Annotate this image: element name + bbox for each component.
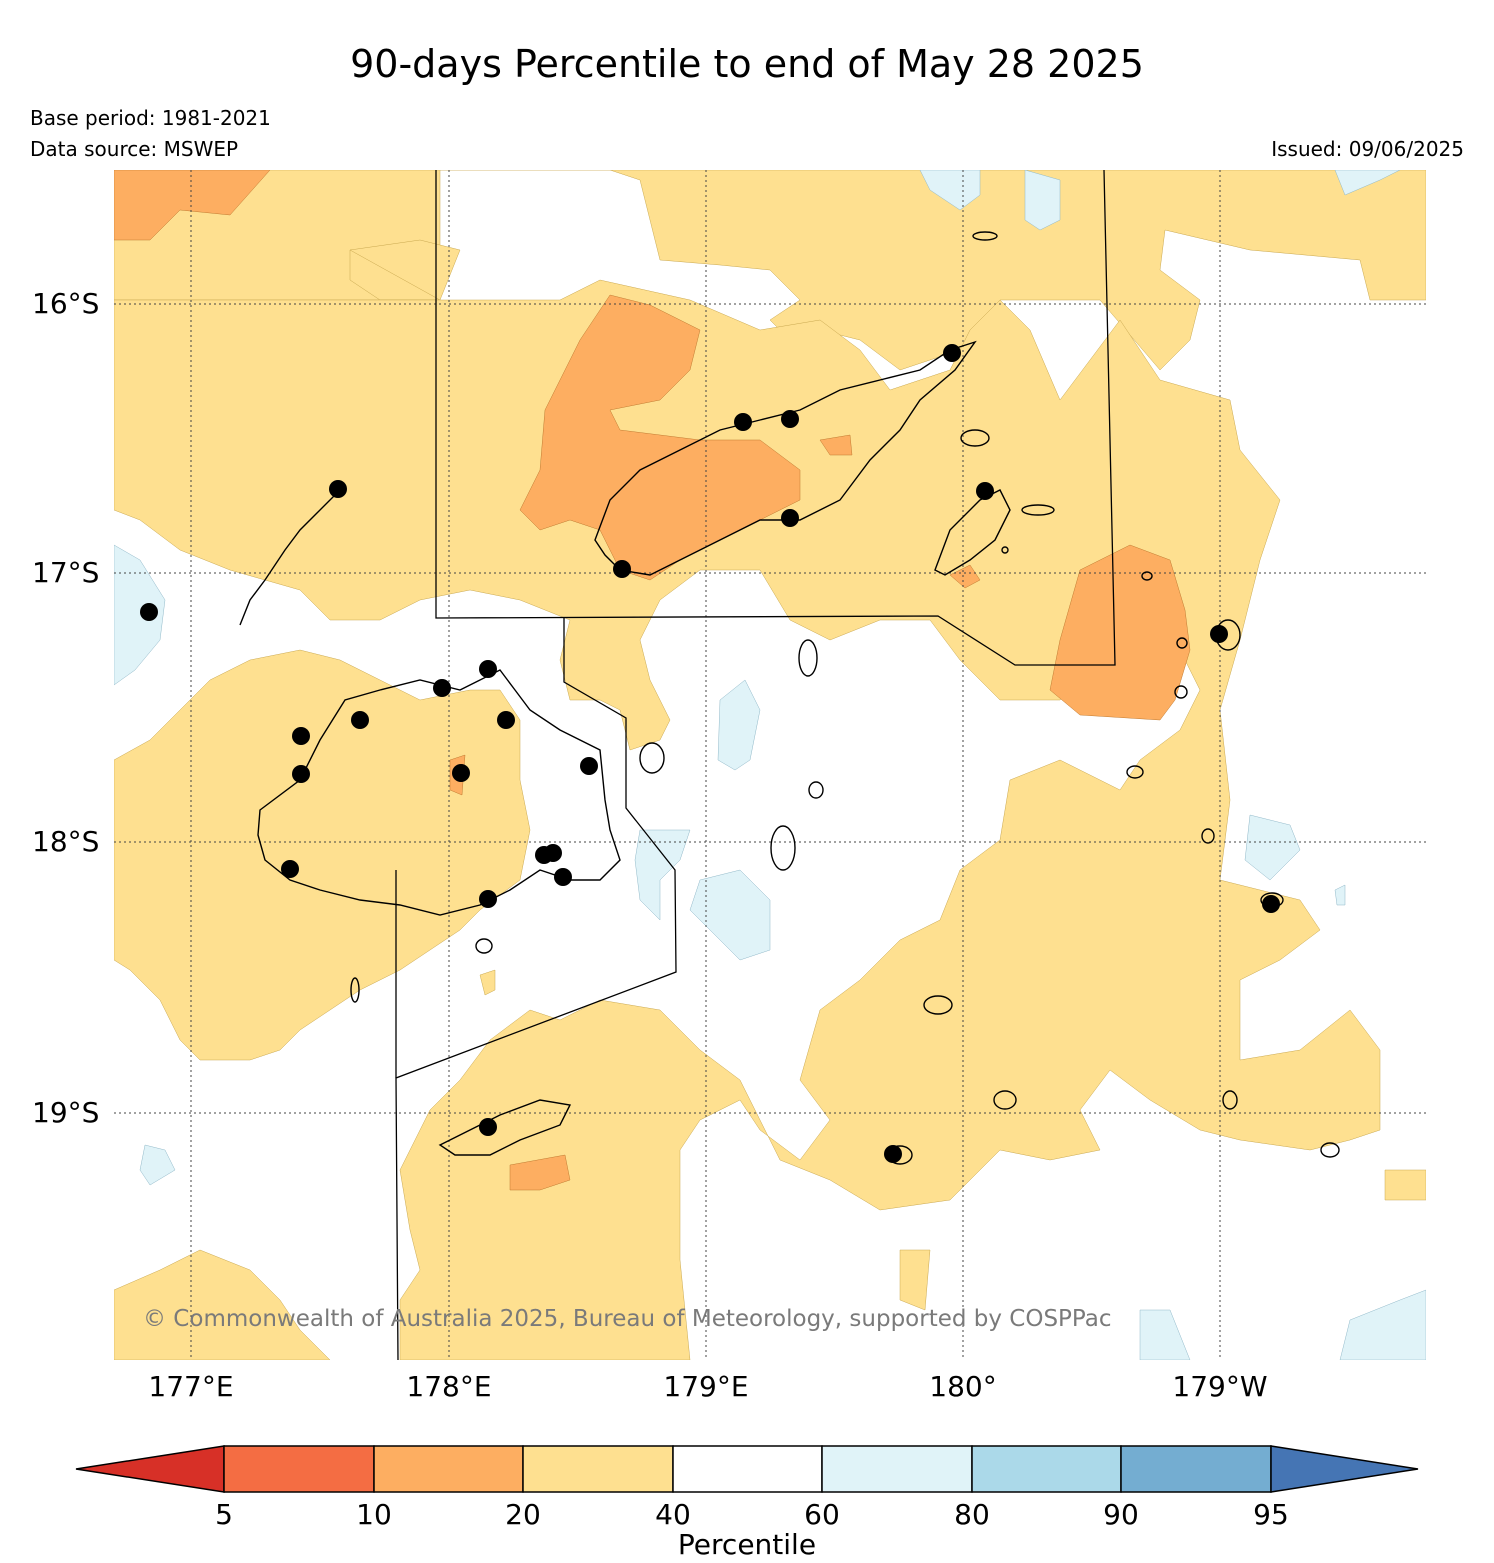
colorbar-bin-60-80 — [821, 1445, 973, 1493]
graticule — [114, 170, 1426, 1360]
station-dot — [452, 764, 470, 782]
station-dot — [292, 727, 310, 745]
station-dot — [351, 711, 369, 729]
station-markers — [140, 344, 1280, 1163]
issued-date: Issued: 09/06/2025 — [1271, 137, 1464, 161]
colorbar-tick-95: 95 — [1253, 1498, 1289, 1531]
lon-label-177e: 177°E — [148, 1370, 234, 1403]
colorbar-bin-40-60 — [672, 1445, 823, 1493]
colorbar-extend-low — [75, 1445, 225, 1493]
colorbar-bin-90-95 — [1120, 1445, 1272, 1493]
lat-label-19s: 19°S — [32, 1096, 100, 1129]
station-dot — [140, 603, 158, 621]
station-dot — [281, 860, 299, 878]
station-dot — [781, 509, 799, 527]
colorbar-tick-90: 90 — [1103, 1498, 1139, 1531]
colorbar-bin-10-20 — [373, 1445, 524, 1493]
station-dot — [497, 711, 515, 729]
colorbar-tick-20: 20 — [505, 1498, 541, 1531]
copyright-notice: © Commonwealth of Australia 2025, Bureau… — [143, 1306, 1112, 1332]
station-dot — [554, 868, 572, 886]
coastlines — [239, 231, 1340, 1165]
map-title: 90-days Percentile to end of May 28 2025 — [350, 42, 1144, 86]
colorbar-tick-40: 40 — [655, 1498, 691, 1531]
station-dot — [1210, 625, 1228, 643]
station-dot — [479, 890, 497, 908]
percentile-60-80-regions — [114, 170, 1426, 1360]
base-period: Base period: 1981-2021 — [30, 106, 271, 130]
colorbar-bin-5-10 — [223, 1445, 375, 1493]
station-dot — [1262, 895, 1280, 913]
lon-label-180: 180° — [929, 1370, 997, 1403]
colorbar-tick-80: 80 — [954, 1498, 990, 1531]
station-dot — [544, 844, 562, 862]
station-dot — [884, 1145, 902, 1163]
colorbar-tick-60: 60 — [804, 1498, 840, 1531]
station-dot — [433, 679, 451, 697]
lat-label-18s: 18°S — [32, 825, 100, 858]
station-dot — [613, 560, 631, 578]
colorbar-label: Percentile — [677, 1528, 817, 1561]
colorbar-tick-5: 5 — [215, 1498, 233, 1531]
station-dot — [580, 757, 598, 775]
lat-label-16s: 16°S — [32, 287, 100, 320]
station-dot — [329, 480, 347, 498]
percentile-20-40-regions — [114, 170, 1426, 1360]
station-dot — [976, 482, 994, 500]
station-dot — [479, 1118, 497, 1136]
lon-label-179e: 179°E — [663, 1370, 749, 1403]
station-dot — [292, 765, 310, 783]
lat-label-17s: 17°S — [32, 556, 100, 589]
station-dot — [734, 413, 752, 431]
colorbar-bin-80-90 — [971, 1445, 1122, 1493]
station-dot — [943, 344, 961, 362]
colorbar-tick-10: 10 — [356, 1498, 392, 1531]
data-source: Data source: MSWEP — [30, 137, 239, 161]
station-dot — [479, 660, 497, 678]
lon-label-178e: 178°E — [406, 1370, 492, 1403]
colorbar-extend-high — [1270, 1445, 1419, 1493]
colorbar-bin-20-40 — [522, 1445, 674, 1493]
lon-label-179w: 179°W — [1172, 1370, 1268, 1403]
percentile-10-20-regions — [114, 170, 1191, 1191]
station-dot — [781, 410, 799, 428]
